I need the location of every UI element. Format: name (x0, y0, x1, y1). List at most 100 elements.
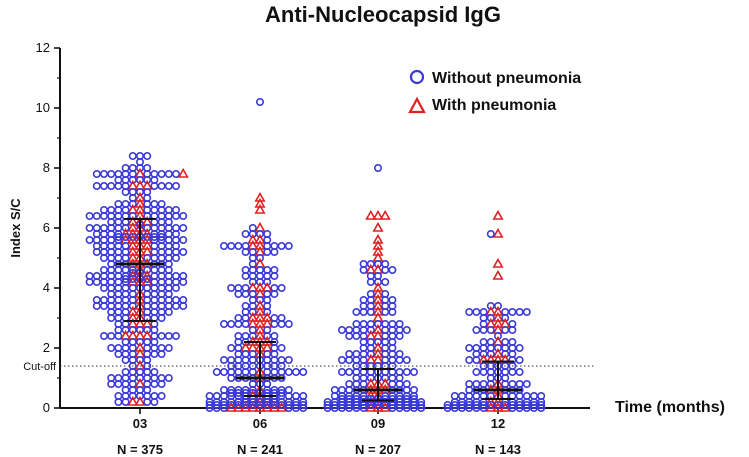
data-point-without-pneumonia (85, 236, 94, 245)
data-point-without-pneumonia (501, 349, 510, 358)
data-point-with-pneumonia (134, 395, 146, 406)
data-point-without-pneumonia (128, 391, 137, 400)
data-point-without-pneumonia (522, 307, 531, 316)
data-point-without-pneumonia (92, 248, 101, 257)
data-point-without-pneumonia (114, 349, 123, 358)
data-point-without-pneumonia (515, 367, 524, 376)
data-point-without-pneumonia (107, 170, 116, 179)
data-point-without-pneumonia (107, 343, 116, 352)
data-point-without-pneumonia (291, 367, 300, 376)
data-point-without-pneumonia (85, 224, 94, 233)
data-point-without-pneumonia (323, 400, 332, 409)
y-axis-label: Index S/C (8, 198, 23, 258)
y-tick-label: 8 (43, 160, 50, 175)
data-point-without-pneumonia (172, 170, 181, 179)
data-point-without-pneumonia (359, 265, 368, 274)
data-point-without-pneumonia (92, 212, 101, 221)
data-point-without-pneumonia (388, 400, 397, 409)
data-point-without-pneumonia (402, 325, 411, 334)
data-point-without-pneumonia (395, 331, 404, 340)
data-point-without-pneumonia (157, 349, 166, 358)
data-point-without-pneumonia (128, 176, 137, 185)
data-point-without-pneumonia (501, 325, 510, 334)
data-point-without-pneumonia (172, 182, 181, 191)
data-point-without-pneumonia (241, 400, 250, 409)
data-point-without-pneumonia (345, 367, 354, 376)
data-point-without-pneumonia (172, 254, 181, 263)
data-point-without-pneumonia (465, 307, 474, 316)
data-point-without-pneumonia (150, 379, 159, 388)
data-point-without-pneumonia (402, 400, 411, 409)
data-point-without-pneumonia (157, 331, 166, 340)
data-point-without-pneumonia (284, 367, 293, 376)
data-point-without-pneumonia (114, 379, 123, 388)
data-point-without-pneumonia (227, 242, 236, 251)
data-point-without-pneumonia (220, 242, 229, 251)
data-point-without-pneumonia (352, 307, 361, 316)
data-point-without-pneumonia (121, 355, 130, 364)
data-point-without-pneumonia (143, 152, 152, 161)
data-point-without-pneumonia (337, 325, 346, 334)
data-point-without-pneumonia (157, 170, 166, 179)
data-point-without-pneumonia (92, 182, 101, 191)
data-point-without-pneumonia (515, 307, 524, 316)
data-point-without-pneumonia (143, 274, 152, 283)
data-point-without-pneumonia (150, 349, 159, 358)
data-point-without-pneumonia (345, 331, 354, 340)
data-point-without-pneumonia (241, 271, 250, 280)
y-tick-label: 2 (43, 340, 50, 355)
data-point-without-pneumonia (270, 248, 279, 257)
y-tick-label: 12 (36, 40, 50, 55)
data-point-without-pneumonia (537, 400, 546, 409)
data-point-without-pneumonia (179, 248, 188, 257)
data-point-without-pneumonia (205, 403, 214, 412)
data-point-without-pneumonia (263, 307, 272, 316)
data-point-without-pneumonia (107, 379, 116, 388)
data-point-without-pneumonia (381, 277, 390, 286)
y-tick-label: 10 (36, 100, 50, 115)
data-point-without-pneumonia (100, 170, 109, 179)
data-point-without-pneumonia (92, 277, 101, 286)
data-point-without-pneumonia (179, 236, 188, 245)
data-point-without-pneumonia (508, 325, 517, 334)
data-point-without-pneumonia (128, 274, 137, 283)
data-point-without-pneumonia (150, 182, 159, 191)
data-point-without-pneumonia (179, 224, 188, 233)
data-point-without-pneumonia (443, 403, 452, 412)
data-point-without-pneumonia (121, 188, 130, 197)
data-point-without-pneumonia (121, 274, 130, 283)
data-point-without-pneumonia (92, 301, 101, 310)
data-point-without-pneumonia (255, 98, 264, 107)
n-label: N = 241 (237, 442, 283, 457)
plot-area: 0 2 4 6 8 10 12 03 N = 375 06 N = 241 09 N = 207 12 N … (23, 40, 595, 457)
data-point-without-pneumonia (388, 307, 397, 316)
data-point-without-pneumonia (150, 233, 159, 242)
data-point-without-pneumonia (157, 391, 166, 400)
data-point-without-pneumonia (299, 400, 308, 409)
data-point-without-pneumonia (164, 331, 173, 340)
circle-icon (409, 69, 425, 85)
data-point-with-pneumonia (177, 167, 189, 178)
data-point-with-pneumonia (372, 209, 384, 220)
data-point-without-pneumonia (248, 277, 257, 286)
data-point-without-pneumonia (493, 331, 502, 340)
data-point-without-pneumonia (486, 230, 495, 239)
data-point-with-pneumonia (379, 209, 391, 220)
data-point-without-pneumonia (402, 355, 411, 364)
data-point-without-pneumonia (100, 283, 109, 292)
data-point-with-pneumonia (492, 209, 504, 220)
data-point-without-pneumonia (472, 367, 481, 376)
data-point-with-pneumonia (365, 209, 377, 220)
data-point-without-pneumonia (277, 343, 286, 352)
data-point-without-pneumonia (107, 313, 116, 322)
data-point-without-pneumonia (220, 319, 229, 328)
chart-title: Anti-Nucleocapsid IgG (265, 2, 501, 27)
data-point-without-pneumonia (100, 182, 109, 191)
data-point-without-pneumonia (366, 277, 375, 286)
data-point-without-pneumonia (465, 343, 474, 352)
data-point-without-pneumonia (284, 242, 293, 251)
data-point-with-pneumonia (372, 221, 384, 232)
data-point-without-pneumonia (234, 242, 243, 251)
data-point-without-pneumonia (291, 400, 300, 409)
data-point-without-pneumonia (277, 242, 286, 251)
